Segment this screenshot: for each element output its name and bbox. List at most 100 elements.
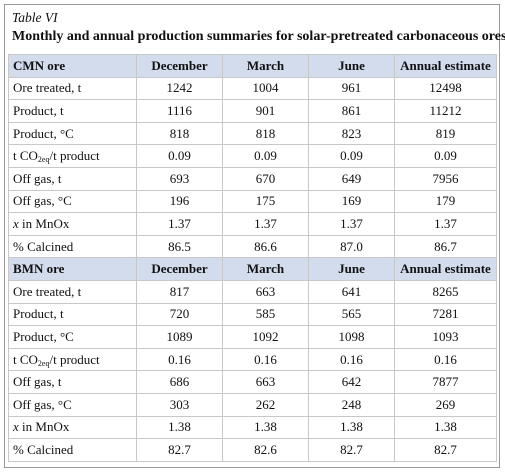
table-row: % Calcined 82.7 82.6 82.7 82.7 <box>8 438 497 462</box>
row-label: % Calcined <box>8 438 137 462</box>
table-row: x in MnOx 1.38 1.38 1.38 1.38 <box>8 415 497 440</box>
table-cell: 0.09 <box>394 144 497 168</box>
table-cell: 1093 <box>394 325 497 349</box>
column-header: December <box>136 257 223 281</box>
table-cell: 0.16 <box>394 347 497 372</box>
table-cell: 686 <box>136 370 223 394</box>
table-cell: 817 <box>136 279 223 304</box>
table-cell: 818 <box>222 121 309 146</box>
table-cell: 7956 <box>394 166 497 191</box>
row-label-text: in MnOx <box>18 419 70 435</box>
table-row: x in MnOx 1.37 1.37 1.37 1.37 <box>8 212 497 236</box>
table-cell: 8265 <box>394 279 497 304</box>
table-cell: 196 <box>136 189 223 214</box>
table-body: CMN ore December March June Annual estimate O… <box>8 54 497 462</box>
table-row: Off gas, t 693 670 649 7956 <box>8 166 497 191</box>
table-cell: 1.38 <box>308 415 395 440</box>
table-cell: 11212 <box>394 99 497 123</box>
row-label: t CO2eq/t product <box>8 347 137 372</box>
table-row: Off gas, °C 196 175 169 179 <box>8 189 497 214</box>
row-label: x in MnOx <box>8 212 137 236</box>
table-cell: 0.16 <box>308 347 395 372</box>
table-cell: 1004 <box>222 76 309 101</box>
column-header: June <box>308 54 395 78</box>
table-cell: 303 <box>136 392 223 417</box>
table-cell: 1.38 <box>394 415 497 440</box>
row-label: Ore treated, t <box>8 76 137 101</box>
section-title: CMN ore <box>8 54 137 78</box>
table-cell: 1.38 <box>136 415 223 440</box>
row-label: Ore treated, t <box>8 279 137 304</box>
table-cell: 670 <box>222 166 309 191</box>
table-cell: 663 <box>222 370 309 394</box>
table-cell: 663 <box>222 279 309 304</box>
table-cell: 179 <box>394 189 497 214</box>
row-label: x in MnOx <box>8 415 137 440</box>
table-cell: 901 <box>222 99 309 123</box>
table-cell: 86.5 <box>136 234 223 259</box>
table-row: Off gas, °C 303 262 248 269 <box>8 392 497 417</box>
table-cell: 86.6 <box>222 234 309 259</box>
table-cell: 1.38 <box>222 415 309 440</box>
table-row: Ore treated, t 1242 1004 961 12498 <box>8 76 497 101</box>
row-label: % Calcined <box>8 234 137 259</box>
table-row: Product, °C 818 818 823 819 <box>8 121 497 146</box>
row-label: Product, °C <box>8 325 137 349</box>
table-cell: 818 <box>136 121 223 146</box>
table-cell: 7281 <box>394 302 497 327</box>
row-label-subscript: 2eq <box>37 155 50 165</box>
table-row: Product, t 1116 901 861 11212 <box>8 99 497 123</box>
table-cell: 82.7 <box>394 438 497 462</box>
row-label: Off gas, °C <box>8 189 137 214</box>
table-cell: 1.37 <box>308 212 395 236</box>
row-label-text: in MnOx <box>18 215 70 231</box>
row-label-text: t CO <box>13 148 38 164</box>
table-cell: 0.09 <box>136 144 223 168</box>
table-cell: 0.09 <box>222 144 309 168</box>
row-label-text: t CO <box>13 351 38 367</box>
table-cell: 1089 <box>136 325 223 349</box>
table-cell: 175 <box>222 189 309 214</box>
row-label-text: /t product <box>49 148 100 164</box>
section-header-row: CMN ore December March June Annual estimate <box>8 54 497 78</box>
row-label: Off gas, t <box>8 166 137 191</box>
table-row: t CO2eq/t product 0.09 0.09 0.09 0.09 <box>8 144 497 168</box>
table-cell: 87.0 <box>308 234 395 259</box>
row-label-variable: x <box>13 215 19 231</box>
table-row: Product, °C 1089 1092 1098 1093 <box>8 325 497 349</box>
table-cell: 86.7 <box>394 234 497 259</box>
table-cell: 1.37 <box>136 212 223 236</box>
table-row: Product, t 720 585 565 7281 <box>8 302 497 327</box>
table-cell: 1242 <box>136 76 223 101</box>
table-cell: 823 <box>308 121 395 146</box>
row-label: Product, t <box>8 99 137 123</box>
table-cell: 262 <box>222 392 309 417</box>
column-header: Annual estimate <box>394 257 497 281</box>
table-cell: 861 <box>308 99 395 123</box>
table-cell: 12498 <box>394 76 497 101</box>
column-header: Annual estimate <box>394 54 497 78</box>
table-cell: 1.37 <box>394 212 497 236</box>
row-label: t CO2eq/t product <box>8 144 137 168</box>
row-label: Off gas, °C <box>8 392 137 417</box>
table-cell: 641 <box>308 279 395 304</box>
table-cell: 7877 <box>394 370 497 394</box>
production-table: CMN ore December March June Annual estimate O… <box>8 54 497 462</box>
table-cell: 585 <box>222 302 309 327</box>
table-cell: 82.7 <box>308 438 395 462</box>
table-cell: 0.16 <box>136 347 223 372</box>
table-cell: 248 <box>308 392 395 417</box>
table-cell: 0.16 <box>222 347 309 372</box>
table-cell: 169 <box>308 189 395 214</box>
table-cell: 720 <box>136 302 223 327</box>
table-cell: 649 <box>308 166 395 191</box>
column-header: December <box>136 54 223 78</box>
row-label: Product, °C <box>8 121 137 146</box>
table-label: Table VI <box>12 10 58 25</box>
table-cell: 819 <box>394 121 497 146</box>
row-label-text: /t product <box>49 351 100 367</box>
row-label: Off gas, t <box>8 370 137 394</box>
row-label: Product, t <box>8 302 137 327</box>
table-cell: 82.6 <box>222 438 309 462</box>
table-cell: 642 <box>308 370 395 394</box>
